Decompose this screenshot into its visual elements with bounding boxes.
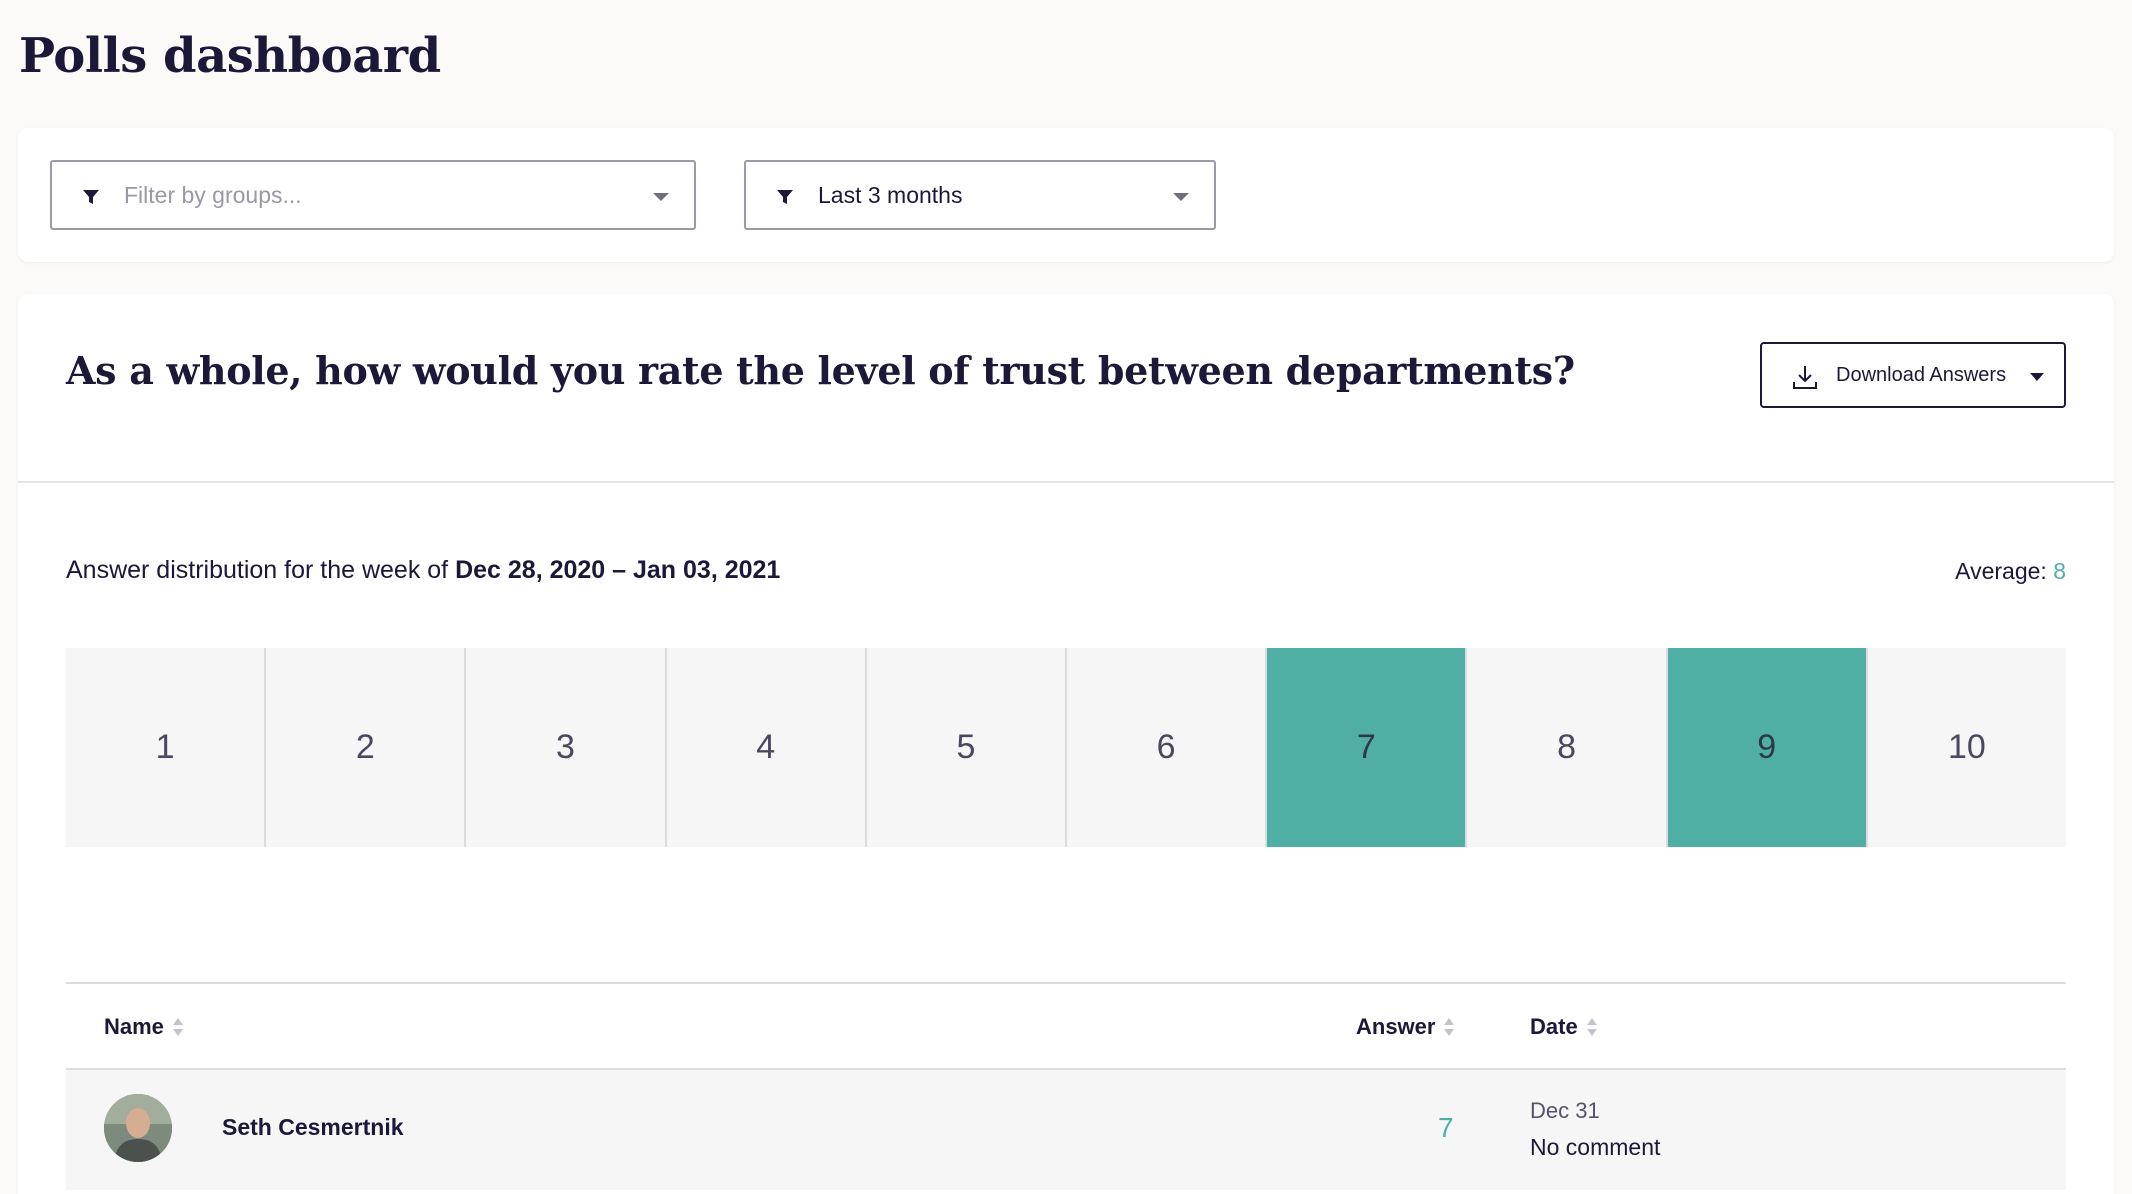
card-divider xyxy=(18,481,2114,483)
date-column-header[interactable]: Date xyxy=(1530,1014,1598,1040)
table-row[interactable]: Seth Cesmertnik 7 Dec 31 No comment xyxy=(66,1070,2066,1190)
period-filter-value: Last 3 months xyxy=(818,181,963,208)
scale-option-4[interactable]: 4 xyxy=(666,648,867,847)
group-filter-placeholder: Filter by groups... xyxy=(124,181,302,208)
scale-option-1[interactable]: 1 xyxy=(66,648,267,847)
distribution-label: Answer distribution for the week of Dec … xyxy=(66,556,780,585)
sort-icon xyxy=(1586,1018,1597,1036)
page-title: Polls dashboard xyxy=(19,28,441,84)
funnel-icon xyxy=(777,190,793,204)
group-filter-select[interactable]: Filter by groups... xyxy=(50,160,696,230)
sort-icon xyxy=(1444,1018,1455,1036)
answer-distribution-scale: 1 2 3 4 5 6 7 8 9 10 xyxy=(66,648,2067,847)
sort-icon xyxy=(172,1018,183,1036)
scale-option-5[interactable]: 5 xyxy=(866,648,1068,847)
average-score: Average: 8 xyxy=(1955,558,2066,585)
caret-down-icon xyxy=(2030,373,2044,381)
answers-table: Name Answer Date xyxy=(66,982,2066,1190)
poll-card: As a whole, how would you rate the level… xyxy=(18,294,2114,1194)
average-label: Average: xyxy=(1955,558,2047,584)
scale-option-9[interactable]: 9 xyxy=(1667,648,1868,847)
name-column-header[interactable]: Name xyxy=(104,1014,184,1040)
period-filter-select[interactable]: Last 3 months xyxy=(744,160,1216,230)
average-value: 8 xyxy=(2053,558,2066,584)
name-header-label: Name xyxy=(104,1014,164,1039)
distribution-prefix: Answer distribution for the week of xyxy=(66,556,456,584)
respondent-name: Seth Cesmertnik xyxy=(222,1114,404,1140)
download-answers-button[interactable]: Download Answers xyxy=(1760,342,2066,408)
date-header-label: Date xyxy=(1530,1014,1578,1039)
answer-header-label: Answer xyxy=(1356,1014,1436,1039)
download-icon xyxy=(1793,366,1817,389)
distribution-range: Dec 28, 2020 – Jan 03, 2021 xyxy=(455,556,781,584)
avatar xyxy=(104,1094,172,1162)
poll-question: As a whole, how would you rate the level… xyxy=(66,348,1575,393)
avatar-photo xyxy=(104,1094,172,1162)
respondent-comment: No comment xyxy=(1530,1134,1661,1160)
table-header: Name Answer Date xyxy=(66,984,2066,1070)
chevron-down-icon xyxy=(653,193,669,201)
answer-column-header[interactable]: Answer xyxy=(1356,1014,1455,1040)
download-answers-label: Download Answers xyxy=(1836,363,2007,386)
scale-option-6[interactable]: 6 xyxy=(1067,648,1268,847)
scale-option-3[interactable]: 3 xyxy=(466,648,667,847)
scale-option-2[interactable]: 2 xyxy=(266,648,467,847)
table-top-border xyxy=(66,982,2066,984)
filter-card: Filter by groups... Last 3 months xyxy=(18,128,2114,262)
scale-option-8[interactable]: 8 xyxy=(1467,648,1668,847)
chevron-down-icon xyxy=(1173,193,1189,201)
respondent-date: Dec 31 xyxy=(1530,1098,1600,1123)
funnel-icon xyxy=(83,190,99,204)
respondent-answer: 7 xyxy=(1438,1112,1454,1143)
scale-option-10[interactable]: 10 xyxy=(1867,648,2067,847)
scale-option-7[interactable]: 7 xyxy=(1267,648,1468,847)
